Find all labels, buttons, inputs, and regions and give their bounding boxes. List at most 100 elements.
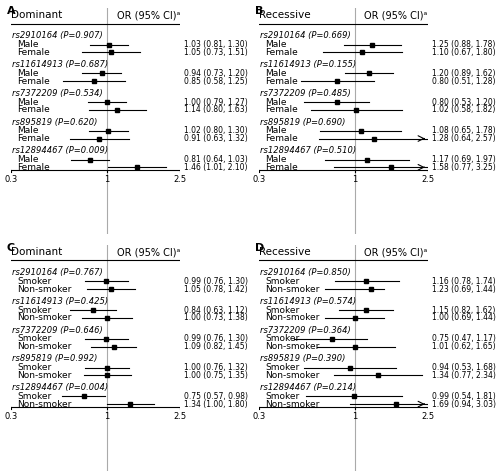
Text: 1.25 (0.88, 1.78): 1.25 (0.88, 1.78) xyxy=(432,40,495,49)
Text: Male: Male xyxy=(265,40,286,49)
Text: Male: Male xyxy=(265,155,286,164)
Text: rs12894467 (P=0.004): rs12894467 (P=0.004) xyxy=(12,383,108,392)
Text: Smoker: Smoker xyxy=(17,392,51,401)
Text: Female: Female xyxy=(265,48,298,57)
Text: rs12894467 (P=0.009): rs12894467 (P=0.009) xyxy=(12,146,108,155)
Text: OR (95% CI)ᵃ: OR (95% CI)ᵃ xyxy=(116,10,180,20)
Text: Smoker: Smoker xyxy=(265,305,300,314)
Text: 1.34 (1.00, 1.80): 1.34 (1.00, 1.80) xyxy=(184,399,248,408)
Text: Dominant: Dominant xyxy=(11,10,62,20)
Text: Male: Male xyxy=(265,97,286,106)
Text: rs2910164 (P=0.850): rs2910164 (P=0.850) xyxy=(260,268,351,277)
Text: 2.5: 2.5 xyxy=(421,175,434,184)
Text: rs12894467 (P=0.214): rs12894467 (P=0.214) xyxy=(260,383,356,392)
Text: Smoker: Smoker xyxy=(17,277,51,286)
Text: 1.09 (0.82, 1.45): 1.09 (0.82, 1.45) xyxy=(184,342,248,351)
Text: Recessive: Recessive xyxy=(258,10,310,20)
Text: B: B xyxy=(254,6,263,16)
Text: 1.34 (0.77, 2.34): 1.34 (0.77, 2.34) xyxy=(432,371,496,380)
Text: 1.69 (0.94, 3.03): 1.69 (0.94, 3.03) xyxy=(432,399,496,408)
Text: Non-smoker: Non-smoker xyxy=(265,285,320,294)
Text: Female: Female xyxy=(17,105,50,114)
Text: rs11614913 (P=0.425): rs11614913 (P=0.425) xyxy=(12,297,108,306)
Text: rs895819 (P=0.620): rs895819 (P=0.620) xyxy=(12,118,98,127)
Text: 2.5: 2.5 xyxy=(173,175,186,184)
Text: OR (95% CI)ᵃ: OR (95% CI)ᵃ xyxy=(364,247,428,257)
Text: Smoker: Smoker xyxy=(265,277,300,286)
Text: D: D xyxy=(254,243,264,253)
Text: 0.80 (0.51, 1.28): 0.80 (0.51, 1.28) xyxy=(432,76,495,86)
Text: 0.94 (0.53, 1.68): 0.94 (0.53, 1.68) xyxy=(432,363,496,372)
Text: 1.03 (0.81, 1.30): 1.03 (0.81, 1.30) xyxy=(184,40,248,49)
Text: 1: 1 xyxy=(104,412,110,421)
Text: Non-smoker: Non-smoker xyxy=(265,371,320,380)
Text: 0.3: 0.3 xyxy=(252,175,266,184)
Text: rs11614913 (P=0.574): rs11614913 (P=0.574) xyxy=(260,297,356,306)
Text: 0.3: 0.3 xyxy=(252,412,266,421)
Text: 1.28 (0.64, 2.57): 1.28 (0.64, 2.57) xyxy=(432,134,496,143)
Text: 2.5: 2.5 xyxy=(421,412,434,421)
Text: 1: 1 xyxy=(104,175,110,184)
Text: rs12894467 (P=0.510): rs12894467 (P=0.510) xyxy=(260,146,356,155)
Text: Dominant: Dominant xyxy=(11,247,62,257)
Text: 0.85 (0.58, 1.25): 0.85 (0.58, 1.25) xyxy=(184,76,248,86)
Text: 1.00 (0.79, 1.27): 1.00 (0.79, 1.27) xyxy=(184,97,248,106)
Text: 1.08 (0.65, 1.78): 1.08 (0.65, 1.78) xyxy=(432,126,496,135)
Text: OR (95% CI)ᵃ: OR (95% CI)ᵃ xyxy=(364,10,428,20)
Text: 0.91 (0.63, 1.32): 0.91 (0.63, 1.32) xyxy=(184,134,248,143)
Text: 0.99 (0.54, 1.81): 0.99 (0.54, 1.81) xyxy=(432,392,496,401)
Text: A: A xyxy=(7,6,16,16)
Text: Male: Male xyxy=(17,97,38,106)
Text: 1.17 (0.69, 1.97): 1.17 (0.69, 1.97) xyxy=(432,155,496,164)
Text: 1.02 (0.58, 1.82): 1.02 (0.58, 1.82) xyxy=(432,105,495,114)
Text: Smoker: Smoker xyxy=(265,363,300,372)
Text: Non-smoker: Non-smoker xyxy=(17,314,72,323)
Text: Male: Male xyxy=(17,126,38,135)
Text: 1.02 (0.80, 1.30): 1.02 (0.80, 1.30) xyxy=(184,126,248,135)
Text: 0.75 (0.47, 1.17): 0.75 (0.47, 1.17) xyxy=(432,334,496,343)
Text: 1.00 (0.73, 1.38): 1.00 (0.73, 1.38) xyxy=(184,314,248,323)
Text: Female: Female xyxy=(265,134,298,143)
Text: 1.05 (0.73, 1.51): 1.05 (0.73, 1.51) xyxy=(184,48,248,57)
Text: Non-smoker: Non-smoker xyxy=(265,342,320,351)
Text: rs7372209 (P=0.646): rs7372209 (P=0.646) xyxy=(12,326,103,335)
Text: 2.5: 2.5 xyxy=(173,412,186,421)
Text: Female: Female xyxy=(265,105,298,114)
Text: rs2910164 (P=0.907): rs2910164 (P=0.907) xyxy=(12,31,103,40)
Text: Male: Male xyxy=(265,126,286,135)
Text: rs7372209 (P=0.364): rs7372209 (P=0.364) xyxy=(260,326,351,335)
Text: Recessive: Recessive xyxy=(258,247,310,257)
Text: rs7372209 (P=0.534): rs7372209 (P=0.534) xyxy=(12,89,103,98)
Text: Male: Male xyxy=(265,69,286,78)
Text: 1.15 (0.82, 1.62): 1.15 (0.82, 1.62) xyxy=(432,305,495,314)
Text: 1.16 (0.78, 1.74): 1.16 (0.78, 1.74) xyxy=(432,277,496,286)
Text: Smoker: Smoker xyxy=(265,392,300,401)
Text: 0.81 (0.64, 1.03): 0.81 (0.64, 1.03) xyxy=(184,155,248,164)
Text: Non-smoker: Non-smoker xyxy=(265,399,320,408)
Text: Non-smoker: Non-smoker xyxy=(17,285,72,294)
Text: Male: Male xyxy=(17,69,38,78)
Text: Non-smoker: Non-smoker xyxy=(17,371,72,380)
Text: 0.80 (0.53, 1.20): 0.80 (0.53, 1.20) xyxy=(432,97,496,106)
Text: 0.84 (0.63, 1.12): 0.84 (0.63, 1.12) xyxy=(184,305,248,314)
Text: rs895819 (P=0.992): rs895819 (P=0.992) xyxy=(12,354,98,363)
Text: rs895819 (P=0.690): rs895819 (P=0.690) xyxy=(260,118,346,127)
Text: 1.14 (0.80, 1.63): 1.14 (0.80, 1.63) xyxy=(184,105,248,114)
Text: Non-smoker: Non-smoker xyxy=(17,399,72,408)
Text: Smoker: Smoker xyxy=(17,363,51,372)
Text: 1.05 (0.78, 1.42): 1.05 (0.78, 1.42) xyxy=(184,285,248,294)
Text: Female: Female xyxy=(17,134,50,143)
Text: Male: Male xyxy=(17,40,38,49)
Text: rs11614913 (P=0.687): rs11614913 (P=0.687) xyxy=(12,60,108,69)
Text: 1.20 (0.89, 1.62): 1.20 (0.89, 1.62) xyxy=(432,69,495,78)
Text: Non-smoker: Non-smoker xyxy=(265,314,320,323)
Text: rs11614913 (P=0.155): rs11614913 (P=0.155) xyxy=(260,60,356,69)
Text: rs7372209 (P=0.485): rs7372209 (P=0.485) xyxy=(260,89,351,98)
Text: 1.00 (0.69, 1.44): 1.00 (0.69, 1.44) xyxy=(432,314,496,323)
Text: 1.10 (0.67, 1.80): 1.10 (0.67, 1.80) xyxy=(432,48,496,57)
Text: Smoker: Smoker xyxy=(17,334,51,343)
Text: 0.99 (0.76, 1.30): 0.99 (0.76, 1.30) xyxy=(184,334,248,343)
Text: 0.75 (0.57, 0.98): 0.75 (0.57, 0.98) xyxy=(184,392,248,401)
Text: 1: 1 xyxy=(352,412,358,421)
Text: 1.46 (1.01, 2.10): 1.46 (1.01, 2.10) xyxy=(184,163,247,172)
